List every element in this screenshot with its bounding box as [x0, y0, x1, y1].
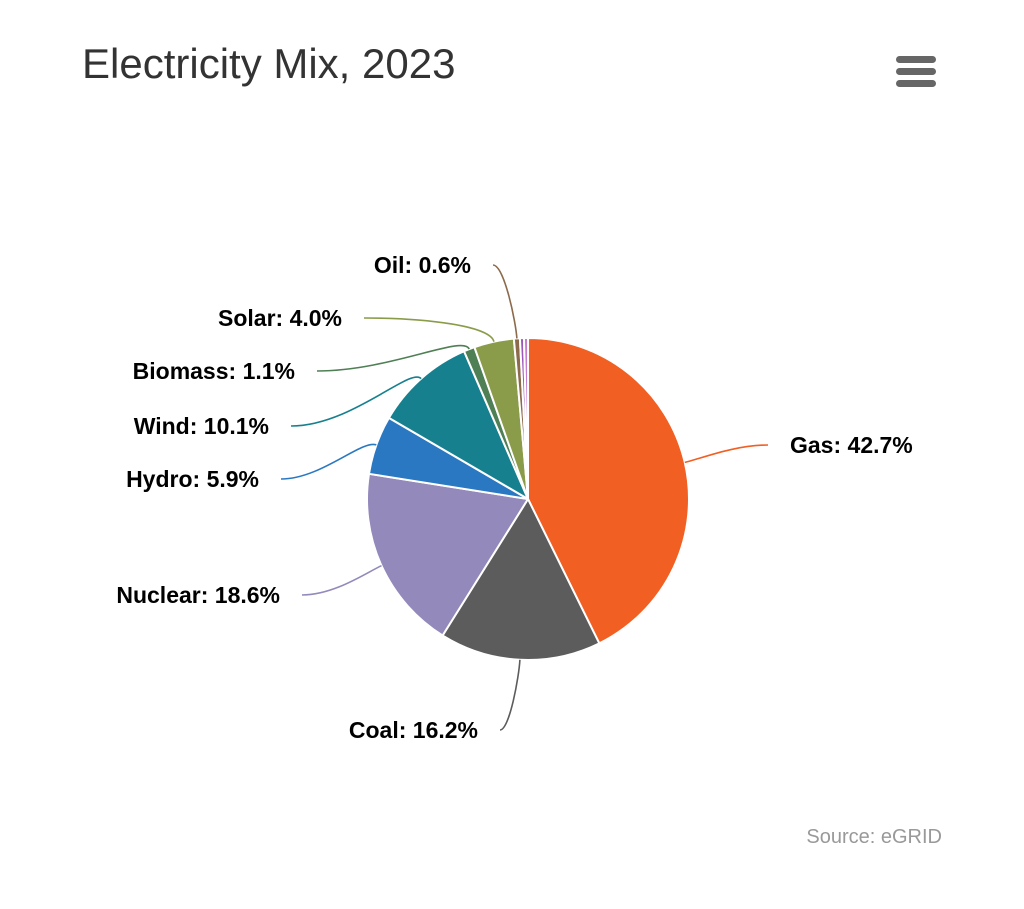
connector-wind [290, 376, 422, 427]
data-label-nuclear: Nuclear: 18.6% [116, 582, 280, 608]
pie-slices [366, 336, 690, 661]
connector-oil [492, 264, 518, 339]
hamburger-menu-icon-bar [896, 80, 936, 87]
data-label-coal: Coal: 16.2% [349, 717, 478, 743]
label-connectors [280, 264, 769, 731]
pie-slice-wind[interactable] [387, 350, 529, 500]
pie-slice-gas[interactable] [527, 337, 690, 645]
connector-gas [684, 444, 769, 464]
data-label-oil: Oil: 0.6% [374, 252, 471, 278]
hamburger-menu-icon [896, 56, 936, 63]
connector-coal [499, 659, 521, 731]
data-label-gas: Gas: 42.7% [790, 432, 913, 458]
data-label-solar: Solar: 4.0% [218, 305, 342, 331]
connector-biomass [316, 344, 470, 372]
data-label-biomass: Biomass: 1.1% [133, 358, 295, 384]
connector-nuclear [301, 564, 382, 596]
connector-hydro [280, 443, 377, 480]
chart-credit[interactable]: Source: eGRID [806, 826, 942, 848]
pie-slice-minor-9[interactable] [522, 336, 529, 500]
data-labels: Gas: 42.7% Coal: 16.2% Nuclear: 18.6% Hydro… [116, 252, 912, 743]
data-label-wind: Wind: 10.1% [134, 413, 269, 439]
chart-title: Electricity Mix, 2023 [82, 40, 456, 87]
connector-solar [363, 317, 495, 343]
hamburger-menu-icon-bar [896, 68, 936, 75]
chart-menu-button[interactable] [892, 50, 940, 94]
data-label-hydro: Hydro: 5.9% [126, 466, 259, 492]
pie-slice-coal[interactable] [441, 498, 601, 661]
